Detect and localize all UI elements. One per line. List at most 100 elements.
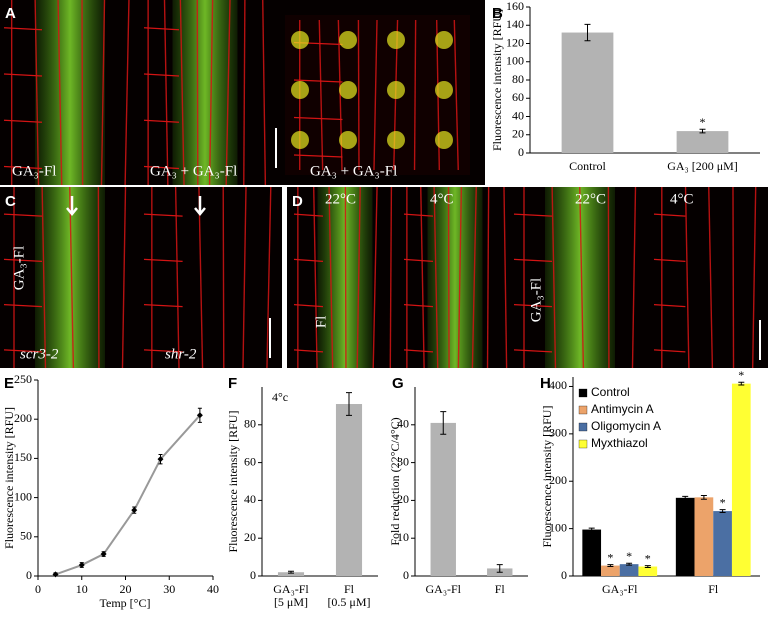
cell-wall [222,186,225,369]
fluorescence [291,81,309,99]
cell-wall [293,258,324,262]
y-tick-label: 20 [244,530,256,544]
panel-letter: C [5,193,16,210]
legend-swatch [578,405,588,415]
caption: 4°C [430,191,454,207]
bar [277,572,305,576]
error-bar [440,411,447,435]
y-tick-label: 100 [506,54,524,68]
caption: 4°C [670,191,694,207]
panel-letter: B [492,5,503,22]
legend-label: Antimycin A [591,402,654,416]
y-tick-label: 140 [506,17,524,31]
cell-wall [513,304,553,308]
cell-wall [403,349,434,353]
cell-wall [503,186,508,369]
y-tick-label: 200 [549,473,567,487]
cell-wall [513,213,553,217]
y-tick-label: 40 [397,417,409,431]
cell-wall [607,186,610,369]
bar [430,422,456,576]
x-tick-label: 10 [76,582,88,596]
cell-wall [163,0,169,186]
y-tick-label: 150 [14,450,32,464]
y-tick-label: 100 [549,520,567,534]
cell-wall [143,304,183,308]
cell-wall [433,186,439,369]
cell-wall [420,186,425,369]
fluorescence [435,131,453,149]
cell-wall [121,186,127,369]
cell-wall [293,79,343,83]
cell-wall [403,213,434,217]
y-tick-label: 80 [512,72,524,86]
cell-wall [3,73,43,77]
fluorescence [339,131,357,149]
x-tick-label: Control [569,159,606,173]
bar [582,529,602,576]
cell-wall [225,0,231,186]
cell-wall [732,186,735,369]
x-tick-label: 20 [120,582,132,596]
significance: * [700,115,706,129]
annotation: 4°c [272,390,288,404]
error-bar [346,392,352,416]
x-tick-label: [0.5 μM] [327,595,370,609]
y-tick-label: 60 [512,90,524,104]
bar [731,383,751,576]
fluorescence [435,31,453,49]
panel-letter: H [540,375,551,392]
y-axis-label: Fluorescence intensity [RFU] [2,407,16,549]
y-tick-label: 0 [518,145,524,159]
caption: 22°C [575,191,606,207]
significance: * [607,550,613,564]
y-axis-label: Fluorescence intensity [RFU] [226,411,240,553]
significance: * [738,368,744,382]
error-bar [738,381,745,386]
cell-wall [266,186,272,369]
bar [675,497,695,576]
arrow [194,196,206,216]
x-tick-label: 30 [163,582,175,596]
y-tick-label: 250 [14,372,32,386]
cell-wall [179,0,185,186]
cell-wall [242,186,247,369]
point [78,562,85,569]
cell-wall [447,186,450,369]
cell-wall [293,213,324,217]
cell-wall [389,186,393,369]
cell-wall [143,349,183,353]
cell-wall [196,0,199,186]
cell-wall [631,186,637,369]
micrographs [0,0,768,369]
cell-wall [653,213,686,217]
cell-wall [653,258,686,262]
cell-wall [3,349,43,353]
fluorescence [387,81,405,99]
caption: GA₃-Fl [11,246,27,290]
error-bar [682,495,689,500]
cell-wall [293,304,324,308]
cell-wall [403,304,434,308]
y-tick-label: 10 [397,530,409,544]
y-tick-label: 0 [26,568,32,582]
panel-letter: F [228,375,237,392]
caption: shr-2 [165,346,197,362]
cell-wall [100,0,106,186]
caption: Fl [313,316,329,329]
panel-letter: G [392,375,404,392]
cell-wall [312,186,318,369]
x-tick-label: 0 [35,582,41,596]
y-tick-label: 120 [506,35,524,49]
cell-wall [143,258,183,262]
bar [335,404,363,576]
cell-wall [41,186,47,369]
cell-wall [751,186,757,369]
y-tick-label: 60 [244,454,256,468]
legend-swatch [578,388,588,398]
cell-wall [653,349,686,353]
cell-wall [453,19,459,171]
caption: GA₃ + GA₃-Fl [150,163,237,179]
fluorescence [35,0,105,185]
line [55,414,201,576]
